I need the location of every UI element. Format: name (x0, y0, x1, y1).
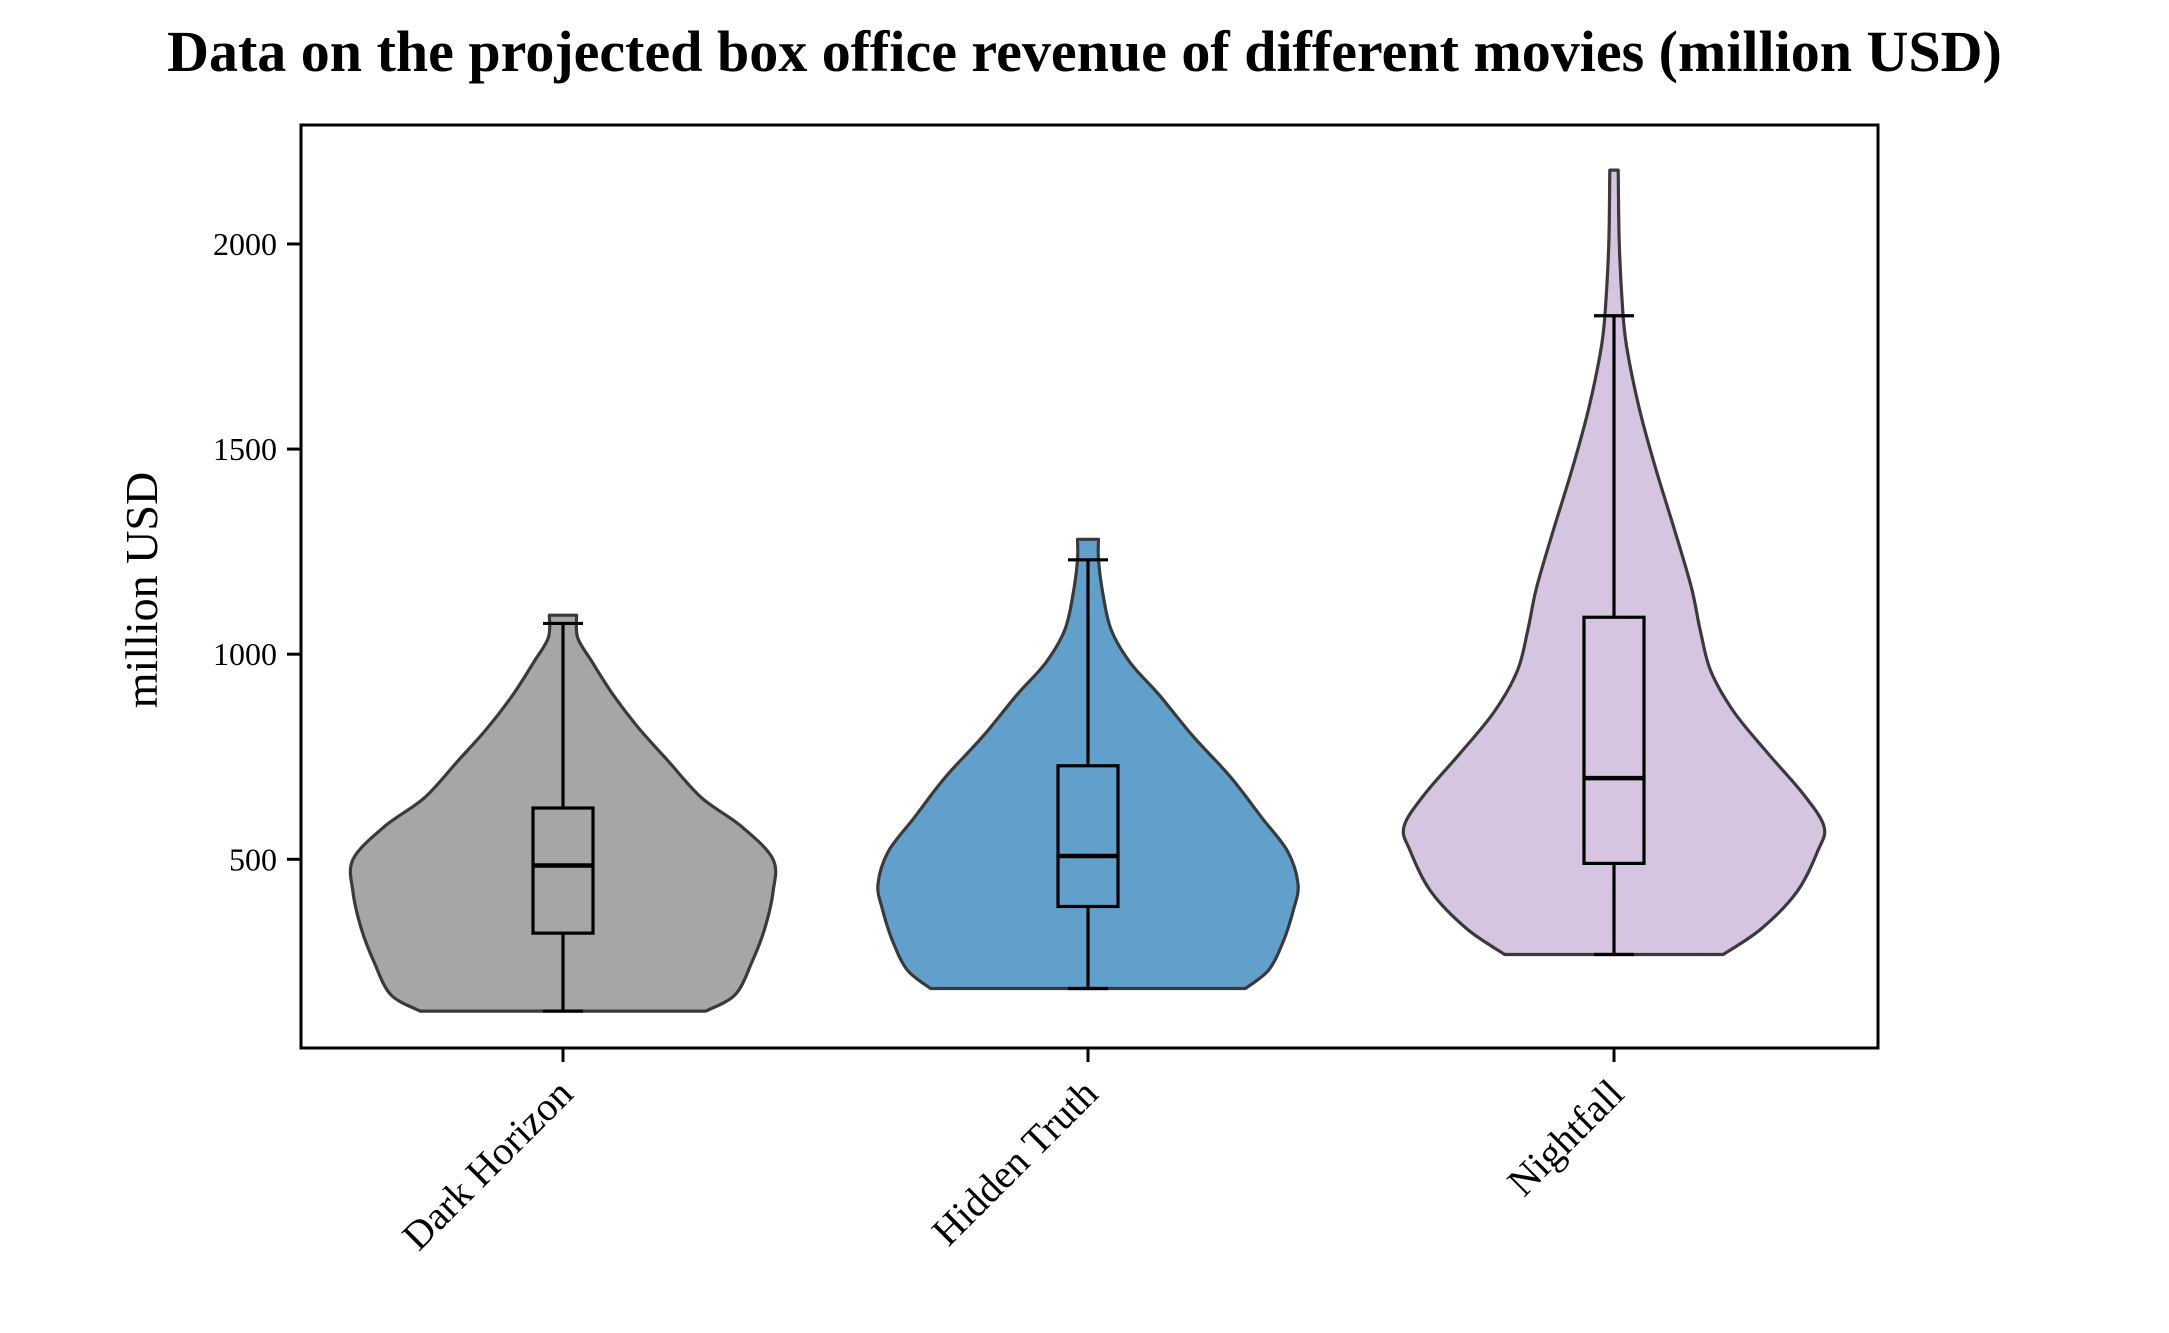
chart-title: Data on the projected box office revenue… (167, 19, 2002, 84)
y-tick-label-2000: 2000 (213, 226, 277, 262)
x-tick-label-nightfall: Nightfall (1498, 1071, 1632, 1205)
box-layer (531, 314, 1646, 1013)
iqr-box-nightfall (1582, 615, 1646, 865)
x-tick-label-dark-horizon: Dark Horizon (393, 1071, 581, 1259)
y-axis: 500 1000 1500 2000 (213, 226, 301, 877)
iqr-box-dark-horizon (531, 806, 595, 935)
y-tick-label-1500: 1500 (213, 431, 277, 467)
x-tick-label-hidden-truth: Hidden Truth (923, 1071, 1106, 1254)
iqr-box-hidden-truth (1056, 764, 1120, 909)
y-tick-label-1000: 1000 (213, 636, 277, 672)
y-axis-label: million USD (116, 472, 167, 708)
y-tick-label-500: 500 (229, 841, 277, 877)
x-axis: Dark Horizon Hidden Truth Nightfall (393, 1048, 1632, 1259)
